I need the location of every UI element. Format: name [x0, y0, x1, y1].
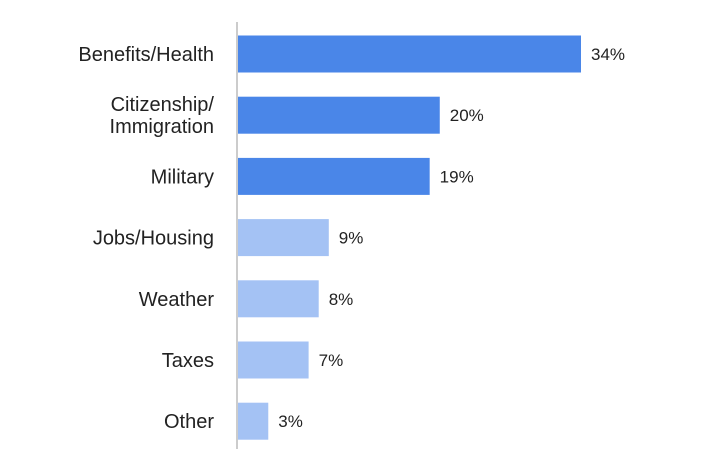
category-label-line: Benefits/Health: [78, 44, 214, 66]
bars-layer: [238, 35, 581, 440]
bar-1: [238, 96, 440, 134]
bar-4: [238, 280, 319, 318]
value-label-5: 7%: [319, 351, 344, 370]
bar-3: [238, 219, 329, 257]
category-label-line: Citizenship/: [111, 94, 215, 116]
category-label-line: Other: [164, 411, 214, 433]
bar-0: [238, 35, 581, 73]
category-label-3: Jobs/Housing: [93, 228, 214, 250]
bar-5: [238, 341, 309, 379]
value-label-2: 19%: [440, 167, 474, 186]
bar-6: [238, 402, 269, 440]
value-label-1: 20%: [450, 106, 484, 125]
category-label-line: Weather: [139, 289, 215, 311]
category-label-line: Military: [151, 166, 214, 188]
value-label-0: 34%: [591, 45, 625, 64]
value-label-3: 9%: [339, 229, 364, 248]
category-label-5: Taxes: [162, 350, 214, 372]
category-label-4: Weather: [139, 289, 215, 311]
labels-layer: 34% Benefits/Health 20% Citizenship/Immigra…: [78, 44, 625, 433]
category-label-0: Benefits/Health: [78, 44, 214, 66]
category-label-line: Taxes: [162, 350, 214, 372]
category-label-line: Immigration: [110, 116, 214, 138]
category-label-1: Citizenship/Immigration: [110, 94, 215, 138]
value-label-6: 3%: [278, 412, 303, 431]
category-label-2: Military: [151, 166, 214, 188]
category-label-6: Other: [164, 411, 214, 433]
value-label-4: 8%: [329, 290, 354, 309]
category-label-line: Jobs/Housing: [93, 228, 214, 250]
bar-2: [238, 157, 430, 195]
